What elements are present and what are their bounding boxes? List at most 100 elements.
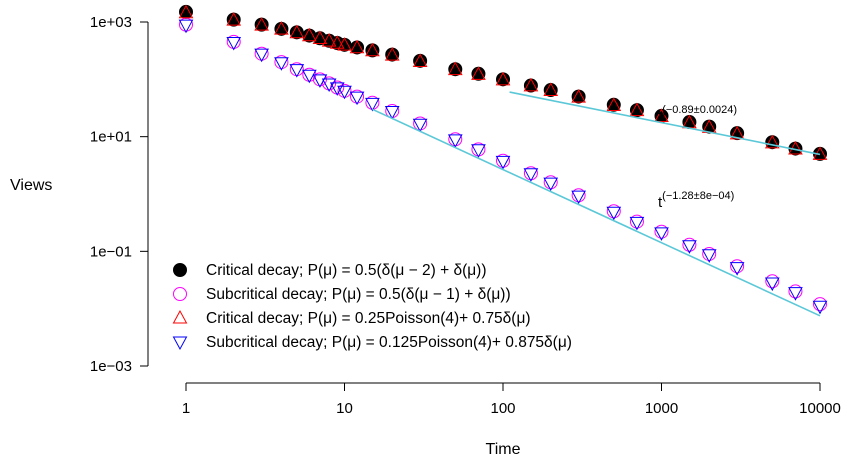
- data-point: [788, 140, 803, 155]
- series-1: [179, 4, 827, 161]
- data-point: [729, 262, 745, 276]
- data-point: [274, 57, 289, 71]
- data-point: [788, 287, 803, 301]
- x-tick-label: 1000: [645, 400, 678, 417]
- data-point: [254, 48, 269, 63]
- data-point: [254, 17, 269, 32]
- data-point: [496, 72, 510, 87]
- data-point: [654, 224, 669, 239]
- data-point: [337, 85, 352, 100]
- data-point: [226, 12, 241, 27]
- data-point: [329, 35, 345, 49]
- data-point: [606, 206, 622, 221]
- data-point: [349, 39, 365, 54]
- data-point: [289, 64, 305, 78]
- data-point: [350, 40, 365, 55]
- fit-label-exponent: (−0.89±0.0024): [662, 104, 737, 116]
- fit-label-1: t(−0.89±0.0024): [658, 104, 737, 125]
- y-ticks: 1e+03 1e+01 1e−01 1e−03: [90, 14, 148, 375]
- legend-marker: [172, 309, 188, 324]
- legend-label: Subcritical decay; P(μ) = 0.5(δ(μ − 1) +…: [206, 286, 511, 303]
- data-point: [322, 76, 337, 91]
- data-point: [412, 118, 428, 133]
- data-point: [629, 103, 644, 118]
- data-point: [523, 77, 539, 92]
- data-point: [289, 24, 305, 39]
- data-point: [179, 4, 193, 19]
- data-point: [365, 95, 380, 110]
- data-point: [289, 25, 304, 40]
- data-point: [543, 177, 559, 192]
- x-tick-label: 10000: [799, 400, 841, 417]
- legend-label: Subcritical decay; P(μ) = 0.125Poisson(4…: [206, 334, 572, 351]
- fit-lines: t(−0.89±0.0024)t(−1.28±8e−04): [372, 91, 821, 317]
- series-layer: [178, 4, 828, 315]
- data-point: [682, 240, 697, 254]
- data-point: [274, 21, 289, 35]
- legend-marker: [172, 336, 188, 351]
- data-point: [764, 134, 780, 149]
- data-point: [523, 78, 538, 93]
- data-point: [543, 82, 559, 96]
- data-point: [384, 47, 400, 61]
- data-point: [764, 277, 780, 292]
- data-point: [543, 83, 558, 98]
- data-point: [349, 91, 365, 106]
- legend-label: Critical decay; P(μ) = 0.25Poisson(4)+ 0…: [206, 310, 531, 327]
- data-point: [448, 62, 463, 77]
- data-point: [702, 246, 717, 261]
- data-point: [571, 190, 586, 205]
- x-tick-label: 10: [336, 400, 353, 417]
- legend-label: Critical decay; P(μ) = 0.5(δ(μ − 2) + δ(…: [206, 262, 486, 279]
- series-4: [178, 19, 828, 315]
- legend: Critical decay; P(μ) = 0.5(δ(μ − 2) + δ(…: [172, 262, 572, 351]
- data-point: [606, 204, 621, 219]
- y-axis-label: Views: [10, 177, 52, 194]
- data-point: [274, 55, 289, 70]
- data-point: [471, 144, 486, 158]
- data-point: [765, 135, 780, 150]
- y-tick-label: 1e−03: [90, 358, 132, 375]
- data-point: [654, 108, 669, 122]
- fit-label-base: t: [658, 108, 663, 125]
- fit-label-exponent: (−1.28±8e−04): [662, 190, 734, 202]
- data-point: [471, 66, 486, 81]
- data-point: [496, 153, 510, 168]
- data-point: [365, 97, 380, 112]
- x-tick-label: 1: [182, 400, 190, 417]
- data-point: [413, 116, 428, 131]
- data-point: [543, 175, 558, 190]
- data-point: [329, 82, 345, 96]
- data-point: [226, 34, 241, 49]
- data-point: [654, 227, 669, 241]
- data-point: [413, 53, 428, 68]
- data-point: [730, 259, 745, 274]
- data-point: [682, 237, 697, 252]
- x-tick-label: 100: [490, 400, 515, 417]
- series-3: [178, 4, 828, 160]
- data-point: [385, 47, 400, 62]
- data-point: [495, 155, 511, 170]
- data-point: [629, 216, 645, 231]
- data-point: [301, 27, 317, 42]
- fit-line-2: [372, 108, 821, 317]
- data-point: [337, 37, 352, 51]
- data-point: [729, 125, 745, 140]
- y-tick-label: 1e+03: [90, 14, 132, 31]
- y-tick-label: 1e+01: [90, 129, 132, 146]
- data-point: [471, 66, 486, 80]
- data-point: [226, 12, 242, 26]
- y-tick-label: 1e−01: [90, 243, 132, 260]
- data-point: [365, 42, 380, 57]
- data-point: [312, 30, 328, 45]
- legend-marker: [173, 287, 187, 301]
- data-point: [178, 19, 194, 34]
- data-point: [384, 105, 400, 120]
- data-point: [606, 97, 621, 112]
- data-point: [629, 214, 644, 229]
- data-point: [571, 188, 586, 203]
- fit-label-2: t(−1.28±8e−04): [658, 190, 734, 211]
- data-point: [812, 300, 828, 315]
- data-point: [571, 89, 586, 104]
- data-point: [523, 168, 539, 182]
